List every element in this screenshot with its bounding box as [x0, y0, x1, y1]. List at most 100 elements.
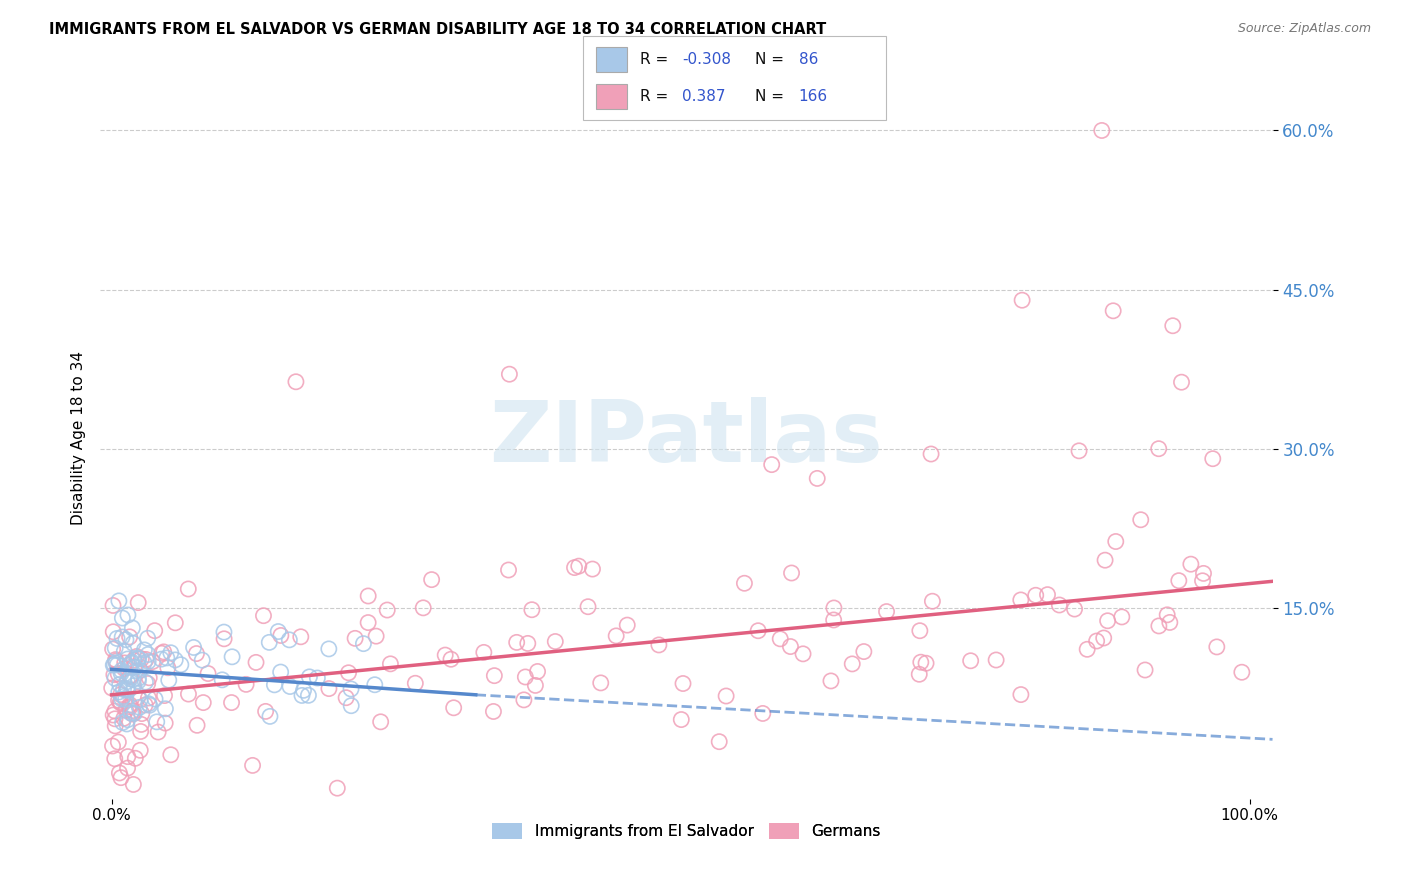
Point [146, 725, 169, 739]
Point [107, 693, 129, 707]
Point [443, 700, 465, 714]
Legend: Immigrants from El Salvador, Germans: Immigrants from El Salvador, Germans [485, 817, 887, 846]
Point [544, 634, 567, 648]
Point [375, 603, 398, 617]
Point [876, 605, 898, 619]
Point [131, 717, 153, 731]
Point [1202, 451, 1225, 466]
Point [134, 675, 156, 690]
Point [292, 683, 315, 698]
Point [114, 656, 136, 670]
Point [115, 717, 138, 731]
Point [138, 671, 160, 685]
Point [122, 679, 145, 693]
Point [127, 673, 149, 688]
Point [1167, 574, 1189, 588]
Point [298, 670, 321, 684]
Point [104, 672, 127, 686]
Point [112, 644, 135, 658]
Point [1102, 303, 1125, 318]
Point [122, 673, 145, 687]
Point [792, 647, 814, 661]
Text: -0.308: -0.308 [682, 52, 731, 67]
Point [129, 724, 152, 739]
Point [616, 618, 638, 632]
Point [780, 566, 803, 580]
Point [117, 682, 139, 697]
Point [127, 596, 149, 610]
Point [326, 781, 349, 796]
Text: N =: N = [755, 52, 789, 67]
Point [576, 599, 599, 614]
Point [186, 718, 208, 732]
Point [128, 652, 150, 666]
Point [357, 615, 380, 630]
Point [1063, 602, 1085, 616]
Point [318, 641, 340, 656]
Text: R =: R = [640, 89, 673, 104]
Point [112, 690, 135, 704]
Point [110, 666, 132, 681]
Point [270, 628, 292, 642]
Point [111, 692, 134, 706]
Point [959, 654, 981, 668]
Text: 0.387: 0.387 [682, 89, 725, 104]
Point [1205, 640, 1227, 654]
Point [136, 632, 159, 646]
Point [125, 649, 148, 664]
Point [335, 690, 357, 705]
Point [115, 681, 138, 696]
Point [159, 646, 181, 660]
Point [101, 739, 124, 753]
Point [263, 678, 285, 692]
Point [1170, 375, 1192, 389]
Point [484, 668, 506, 682]
Point [516, 636, 538, 650]
Point [714, 689, 737, 703]
Point [440, 652, 463, 666]
Point [135, 652, 157, 666]
Text: 86: 86 [799, 52, 818, 67]
Point [1047, 598, 1070, 612]
Point [107, 667, 129, 681]
Point [124, 706, 146, 721]
Point [145, 714, 167, 729]
Point [114, 703, 136, 717]
Point [165, 615, 187, 630]
Point [170, 657, 193, 672]
Point [132, 656, 155, 670]
Point [254, 705, 277, 719]
Point [733, 576, 755, 591]
Point [177, 582, 200, 596]
Point [117, 607, 139, 622]
Point [134, 643, 156, 657]
Point [104, 652, 127, 666]
Point [568, 559, 591, 574]
Point [131, 652, 153, 666]
Point [910, 655, 932, 669]
Point [908, 667, 931, 681]
Point [380, 657, 402, 671]
Point [100, 681, 122, 695]
Point [806, 471, 828, 485]
Point [128, 671, 150, 685]
Point [291, 689, 314, 703]
Point [104, 704, 127, 718]
Point [107, 735, 129, 749]
Point [920, 447, 942, 461]
Point [915, 657, 938, 671]
Point [101, 708, 124, 723]
Point [120, 706, 142, 720]
Point [120, 672, 142, 686]
Point [111, 630, 134, 644]
Point [1192, 566, 1215, 581]
Point [114, 692, 136, 706]
Point [1159, 615, 1181, 630]
Text: N =: N = [755, 89, 789, 104]
Text: IMMIGRANTS FROM EL SALVADOR VS GERMAN DISABILITY AGE 18 TO 34 CORRELATION CHART: IMMIGRANTS FROM EL SALVADOR VS GERMAN DI… [49, 22, 827, 37]
Point [143, 692, 166, 706]
Point [110, 695, 132, 709]
Point [370, 714, 392, 729]
Point [284, 375, 307, 389]
Point [153, 689, 176, 703]
